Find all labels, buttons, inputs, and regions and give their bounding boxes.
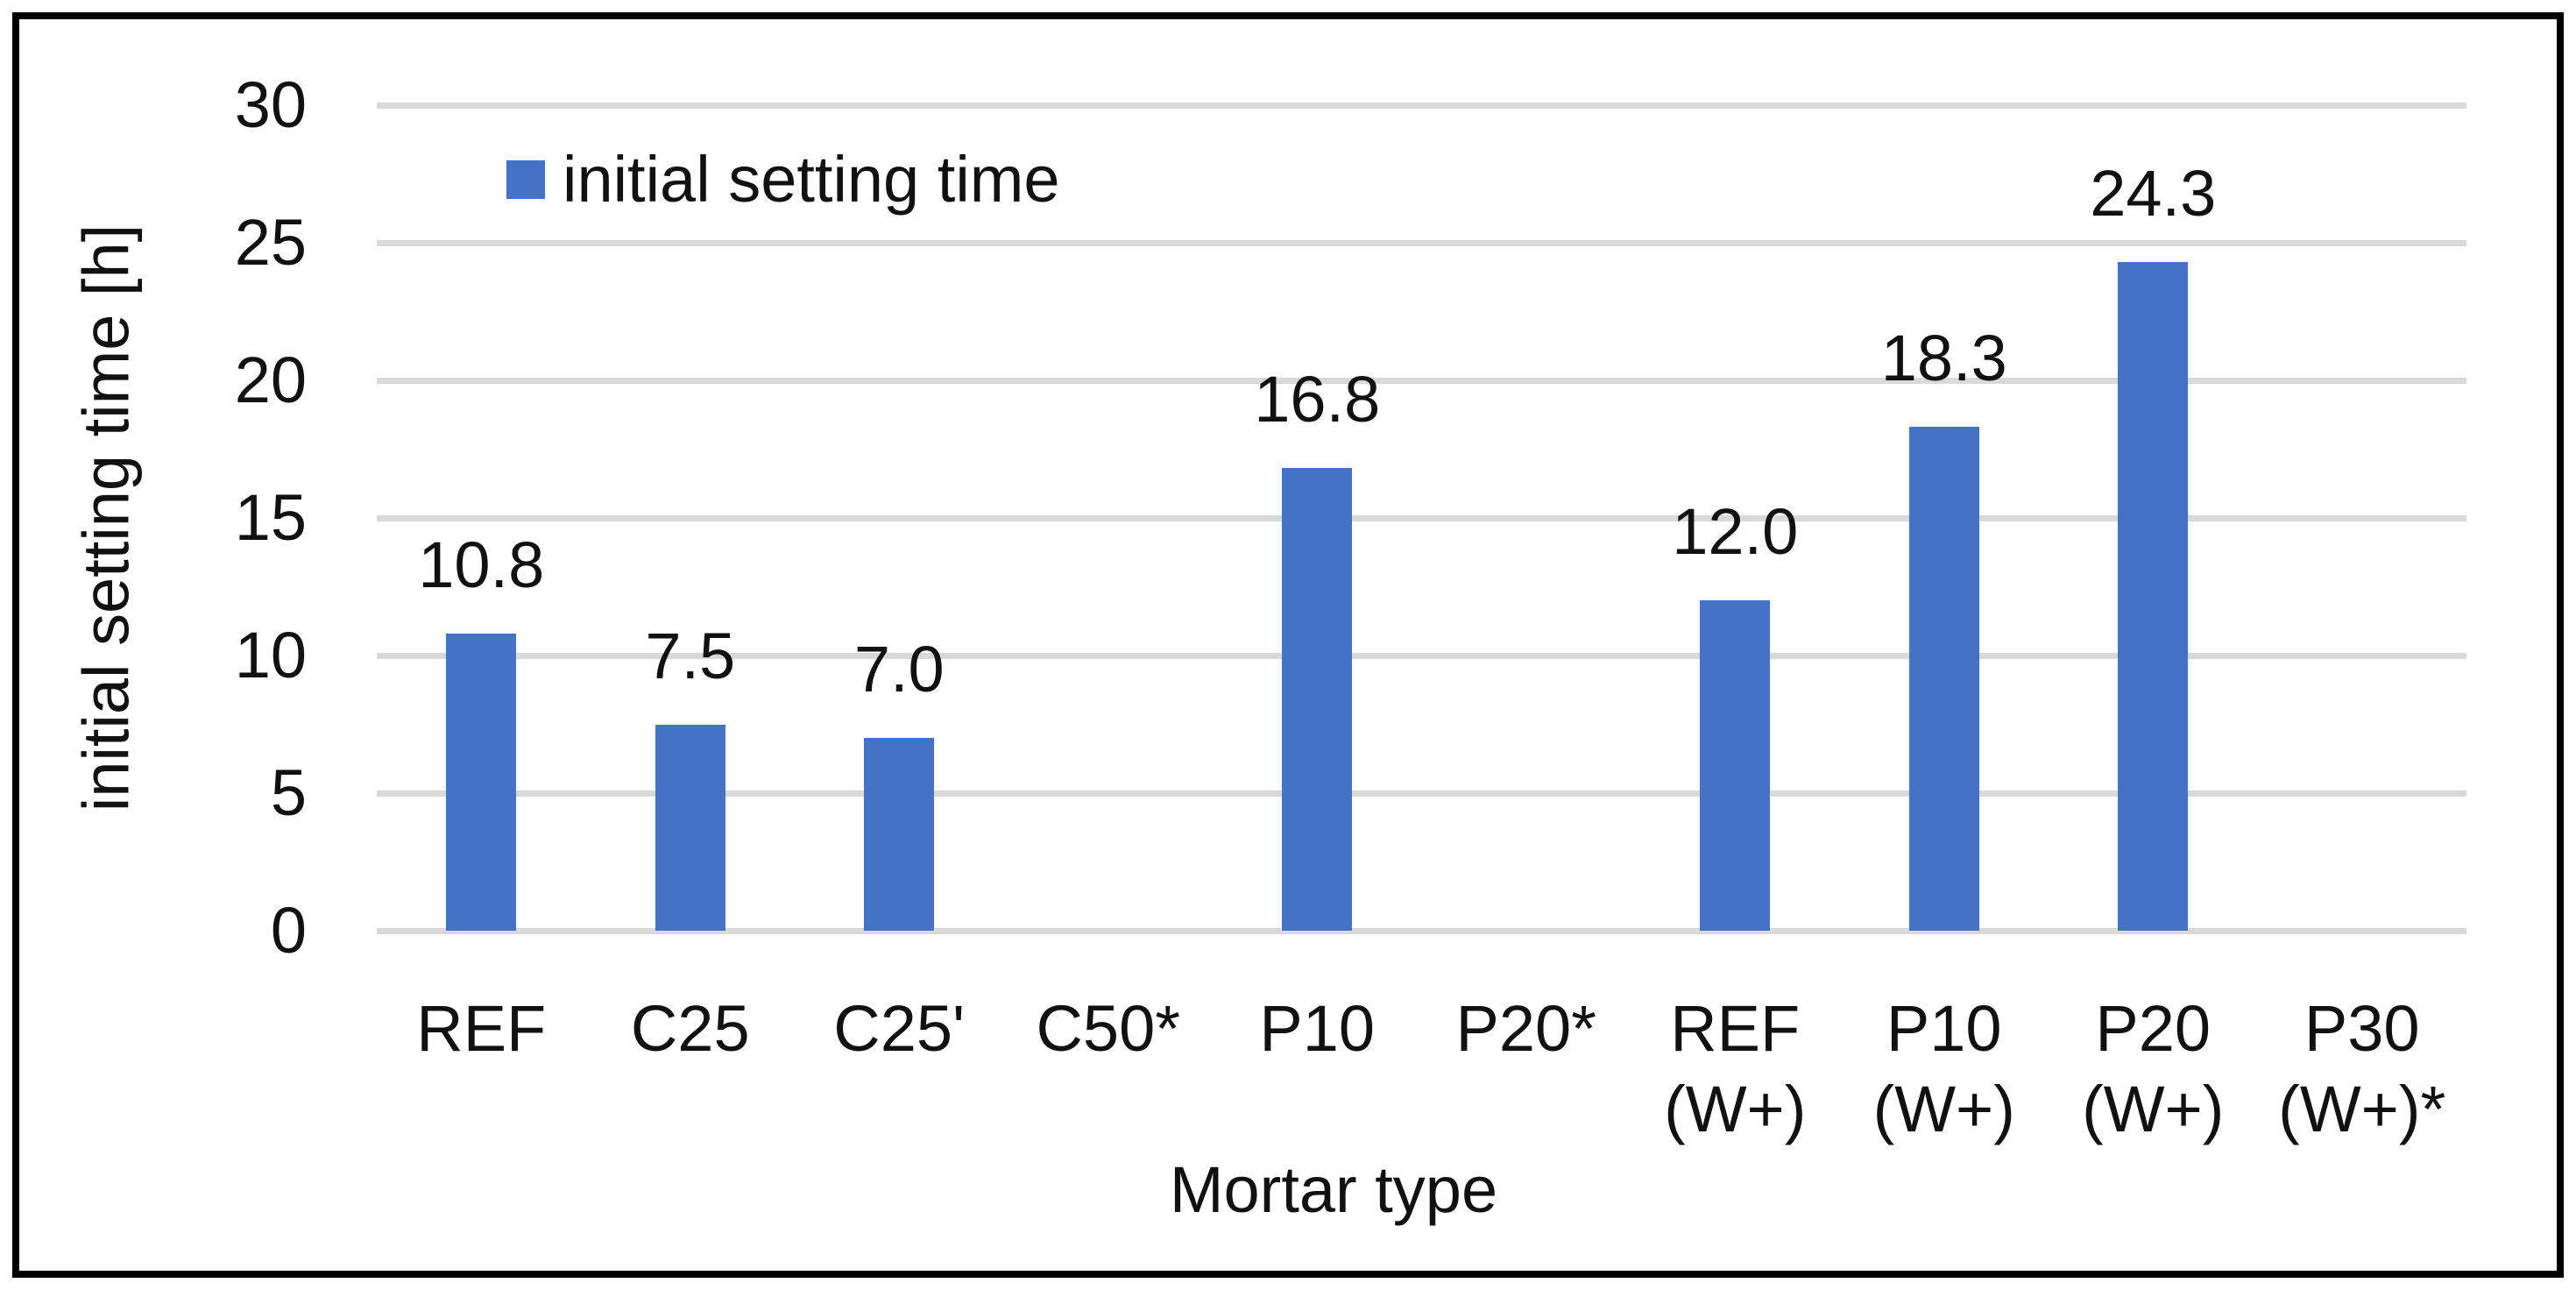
y-tick-label-0: 0 — [270, 894, 307, 967]
x-category-label-P20*: P20* — [1455, 992, 1596, 1065]
plot-area — [377, 103, 2466, 934]
y-tick-label-15: 15 — [234, 481, 307, 554]
x-category-label-P30-(W+)*: P30 (W+)* — [2278, 992, 2446, 1145]
gridline-y5 — [377, 790, 2466, 797]
gridline-y15 — [377, 515, 2466, 521]
y-tick-label-5: 5 — [270, 756, 307, 829]
bar-P10 — [1282, 468, 1353, 931]
bar-value-label-C25: 7.5 — [645, 619, 736, 692]
bar-value-label-REF: 10.8 — [418, 528, 545, 601]
x-category-label-P10: P10 — [1259, 992, 1376, 1065]
x-category-label-C25: C25 — [630, 992, 750, 1065]
x-category-label-REF-(W+): REF (W+) — [1664, 992, 1807, 1145]
legend-label: initial setting time — [563, 143, 1060, 216]
y-tick-label-25: 25 — [234, 206, 307, 279]
bar-value-label-REF-(W+): 12.0 — [1672, 495, 1799, 569]
bar-value-label-P20-(W+): 24.3 — [2090, 156, 2217, 230]
gridline-y10 — [377, 653, 2466, 659]
bar-P10-(W+) — [1908, 427, 1979, 931]
legend-swatch — [506, 160, 545, 199]
bar-value-label-P10-(W+): 18.3 — [1880, 322, 2007, 395]
bar-value-label-C25': 7.0 — [853, 633, 945, 706]
gridline-y25 — [377, 240, 2466, 246]
x-category-label-REF: REF — [416, 992, 547, 1065]
y-tick-label-10: 10 — [234, 619, 307, 691]
y-tick-label-20: 20 — [234, 344, 307, 416]
x-category-label-C50*: C50* — [1036, 992, 1181, 1065]
x-category-label-P10-(W+): P10 (W+) — [1872, 992, 2015, 1145]
legend: initial setting time — [506, 147, 1060, 212]
bar-REF-(W+) — [1700, 600, 1771, 931]
x-category-label-C25': C25' — [833, 992, 966, 1065]
gridline-y20 — [377, 378, 2466, 384]
bar-C25' — [864, 738, 935, 931]
bar-C25 — [655, 724, 725, 931]
bar-REF — [446, 633, 517, 931]
x-axis-title: Mortar type — [1169, 1153, 1498, 1226]
bar-value-label-P10: 16.8 — [1254, 363, 1381, 436]
bar-P20-(W+) — [2118, 261, 2189, 931]
gridline-y30 — [377, 103, 2466, 109]
x-category-label-P20-(W+): P20 (W+) — [2082, 992, 2225, 1145]
y-tick-label-30: 30 — [234, 68, 307, 141]
gridline-y0 — [377, 928, 2466, 934]
